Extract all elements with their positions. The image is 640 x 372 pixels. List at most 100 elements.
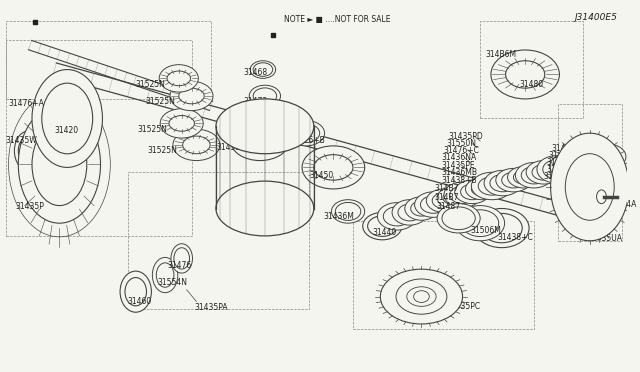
Text: NOTE ► ■ ....NOT FOR SALE: NOTE ► ■ ....NOT FOR SALE — [284, 15, 391, 24]
Text: 314B7: 314B7 — [434, 185, 459, 193]
Bar — [128, 172, 309, 309]
Ellipse shape — [471, 172, 513, 200]
Ellipse shape — [465, 178, 499, 200]
Text: 31525N: 31525N — [145, 97, 175, 106]
Ellipse shape — [456, 206, 504, 241]
Ellipse shape — [230, 121, 289, 161]
Ellipse shape — [216, 99, 314, 154]
Ellipse shape — [182, 136, 210, 154]
Ellipse shape — [253, 63, 273, 76]
Ellipse shape — [502, 172, 525, 188]
Ellipse shape — [450, 186, 476, 203]
Ellipse shape — [437, 187, 470, 208]
Ellipse shape — [508, 166, 541, 188]
Ellipse shape — [443, 191, 465, 205]
Ellipse shape — [250, 61, 276, 78]
Ellipse shape — [471, 182, 493, 196]
Ellipse shape — [578, 155, 600, 169]
Ellipse shape — [474, 208, 529, 248]
Ellipse shape — [577, 145, 618, 172]
Ellipse shape — [253, 88, 276, 104]
Bar — [6, 20, 211, 99]
Ellipse shape — [461, 184, 484, 200]
Ellipse shape — [335, 202, 361, 221]
Text: 31407M: 31407M — [588, 148, 619, 157]
Ellipse shape — [491, 50, 559, 99]
Text: 31435PC: 31435PC — [446, 302, 480, 311]
Ellipse shape — [152, 257, 178, 293]
Ellipse shape — [415, 192, 452, 217]
Ellipse shape — [526, 161, 561, 184]
Text: 31468: 31468 — [243, 68, 268, 77]
Text: 31486F: 31486F — [547, 165, 575, 174]
Text: 31436NA: 31436NA — [441, 153, 476, 162]
Ellipse shape — [378, 203, 417, 230]
Bar — [559, 104, 622, 241]
Text: 3143B: 3143B — [552, 144, 576, 153]
Ellipse shape — [550, 154, 587, 179]
Ellipse shape — [302, 146, 365, 189]
Ellipse shape — [484, 170, 521, 196]
Text: 31453M: 31453M — [216, 143, 247, 153]
Text: 31525N: 31525N — [147, 146, 177, 155]
Ellipse shape — [556, 158, 581, 175]
Text: 314B6M: 314B6M — [485, 50, 516, 60]
Ellipse shape — [572, 151, 605, 172]
Text: 31435PD: 31435PD — [449, 132, 484, 141]
Text: 314B7: 314B7 — [434, 193, 459, 202]
Text: 31460: 31460 — [128, 297, 152, 306]
Ellipse shape — [32, 124, 87, 206]
Ellipse shape — [363, 212, 402, 240]
Text: 31436M: 31436M — [324, 212, 355, 221]
Ellipse shape — [537, 155, 576, 183]
Ellipse shape — [292, 124, 320, 142]
Ellipse shape — [461, 210, 499, 237]
Ellipse shape — [420, 196, 446, 213]
Ellipse shape — [496, 169, 531, 192]
Ellipse shape — [249, 85, 280, 107]
Ellipse shape — [506, 61, 545, 88]
Text: 31420: 31420 — [54, 126, 79, 135]
Ellipse shape — [19, 106, 100, 223]
Ellipse shape — [567, 155, 591, 171]
Text: 31438+C: 31438+C — [498, 233, 534, 243]
Ellipse shape — [481, 214, 522, 243]
Ellipse shape — [383, 207, 411, 226]
Text: 31480: 31480 — [519, 80, 543, 89]
Ellipse shape — [125, 278, 147, 306]
Text: 31435UA: 31435UA — [588, 234, 623, 243]
Text: 31476+A: 31476+A — [8, 99, 44, 108]
Ellipse shape — [19, 137, 38, 165]
Ellipse shape — [454, 180, 490, 203]
Ellipse shape — [156, 263, 174, 287]
Ellipse shape — [426, 189, 461, 212]
Ellipse shape — [32, 70, 102, 167]
Ellipse shape — [589, 144, 626, 169]
Bar — [353, 221, 534, 329]
Text: 31435U: 31435U — [548, 151, 579, 160]
Bar — [6, 40, 191, 236]
Ellipse shape — [543, 160, 570, 179]
Text: 31435PA: 31435PA — [195, 303, 228, 312]
Ellipse shape — [396, 279, 447, 314]
Ellipse shape — [287, 121, 324, 146]
Ellipse shape — [411, 201, 432, 216]
Ellipse shape — [380, 269, 463, 324]
Ellipse shape — [169, 116, 195, 131]
Text: 31438+B: 31438+B — [441, 176, 477, 185]
Ellipse shape — [437, 203, 480, 233]
Ellipse shape — [173, 129, 220, 161]
Ellipse shape — [167, 71, 191, 86]
Ellipse shape — [550, 133, 629, 241]
Ellipse shape — [532, 164, 556, 180]
Text: 31487: 31487 — [436, 202, 460, 211]
Ellipse shape — [174, 248, 189, 269]
Text: 31450: 31450 — [309, 171, 333, 180]
Text: 31435PE: 31435PE — [441, 161, 475, 170]
Text: 31525N: 31525N — [136, 80, 166, 89]
Ellipse shape — [561, 152, 596, 175]
Ellipse shape — [314, 155, 353, 180]
Ellipse shape — [332, 200, 365, 223]
Text: 31525N: 31525N — [138, 125, 168, 134]
Ellipse shape — [595, 148, 620, 165]
